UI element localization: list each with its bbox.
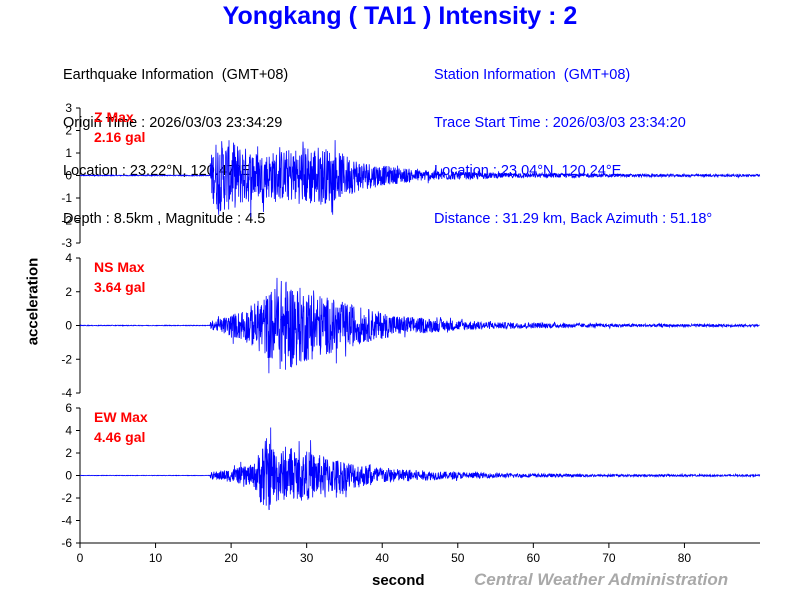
chart-title: Yongkang ( TAI1 ) Intensity : 2 [222, 2, 578, 30]
station-distance: Distance : 31.29 km, Back Azimuth : 51.1… [434, 211, 713, 227]
x-tick-label: 10 [149, 551, 163, 565]
y-tick-label: -4 [61, 514, 72, 528]
x-tick-label: 80 [678, 551, 692, 565]
x-tick-label: 30 [300, 551, 314, 565]
y-tick-label: -2 [61, 214, 72, 228]
x-tick-label: 40 [376, 551, 390, 565]
origin-time: Origin Time : 2026/03/03 23:34:29 [63, 115, 283, 131]
station-info-header: Station Information (GMT+08) [434, 67, 631, 83]
y-axis-label: acceleration [24, 257, 42, 346]
x-axis-label: second [372, 572, 425, 589]
y-tick-label: 2 [65, 285, 72, 299]
max-label-z: Z Max [94, 109, 134, 125]
depth-magnitude: Depth : 8.5km , Magnitude : 4.5 [63, 211, 266, 227]
max-value-z: 2.16 gal [94, 129, 145, 145]
y-tick-label: 1 [65, 146, 72, 160]
y-tick-label: -3 [61, 236, 72, 250]
y-tick-label: 4 [65, 424, 72, 438]
y-tick-label: -1 [61, 191, 72, 205]
earthquake-info-header: Earthquake Information (GMT+08) [63, 67, 289, 83]
y-tick-label: -2 [61, 352, 72, 366]
waveform-z [79, 140, 761, 218]
y-tick-label: 3 [65, 101, 72, 115]
x-tick-label: 20 [224, 551, 238, 565]
y-tick-label: 0 [65, 169, 72, 183]
y-tick-label: -2 [61, 491, 72, 505]
y-tick-label: -6 [61, 536, 72, 550]
x-tick-label: 0 [77, 551, 84, 565]
max-label-ew: EW Max [94, 409, 148, 425]
agency-credit: Central Weather Administration [474, 570, 729, 589]
earthquake-info: Earthquake Information (GMT+08) Origin T… [63, 35, 288, 243]
trace-start-time: Trace Start Time : 2026/03/03 23:34:20 [434, 115, 686, 131]
max-value-ew: 4.46 gal [94, 429, 145, 445]
x-tick-label: 60 [527, 551, 541, 565]
max-value-ns: 3.64 gal [94, 279, 145, 295]
y-tick-label: 0 [65, 469, 72, 483]
y-tick-label: 0 [65, 319, 72, 333]
y-tick-label: 2 [65, 124, 72, 138]
max-label-ns: NS Max [94, 259, 145, 275]
x-tick-label: 50 [451, 551, 465, 565]
y-tick-label: 2 [65, 446, 72, 460]
x-tick-label: 70 [602, 551, 616, 565]
y-tick-label: 6 [65, 401, 72, 415]
y-tick-label: -4 [61, 386, 72, 400]
y-tick-label: 4 [65, 251, 72, 265]
waveform-ew [79, 427, 761, 511]
waveform-ns [79, 277, 760, 374]
